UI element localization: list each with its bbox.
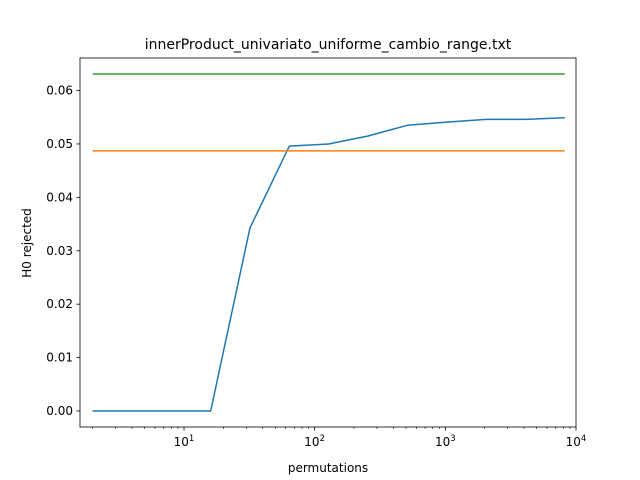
- x-axis-label: permutations: [288, 461, 368, 475]
- y-tick-label: 0.00: [46, 404, 73, 418]
- y-tick-label: 0.03: [46, 244, 73, 258]
- y-axis: 0.00 0.01 0.02 0.03 0.04 0.05 0.06: [46, 84, 80, 418]
- y-tick-label: 0.02: [46, 297, 73, 311]
- y-axis-label: H0 rejected: [20, 208, 34, 278]
- x-tick-label: 103: [435, 434, 456, 449]
- x-tick-label: 101: [174, 434, 195, 449]
- x-axis: 101 102 103 104: [92, 427, 587, 449]
- chart-title: innerProduct_univariato_uniforme_cambio_…: [145, 37, 512, 53]
- y-tick-label: 0.04: [46, 190, 73, 204]
- plot-frame: [79, 57, 577, 428]
- y-tick-label: 0.01: [46, 351, 73, 365]
- x-tick-label: 104: [566, 434, 587, 449]
- x-tick-label: 102: [304, 434, 325, 449]
- plot-area: [92, 73, 565, 412]
- series-line-1: [92, 117, 565, 412]
- y-tick-label: 0.06: [46, 84, 73, 98]
- y-tick-label: 0.05: [46, 137, 73, 151]
